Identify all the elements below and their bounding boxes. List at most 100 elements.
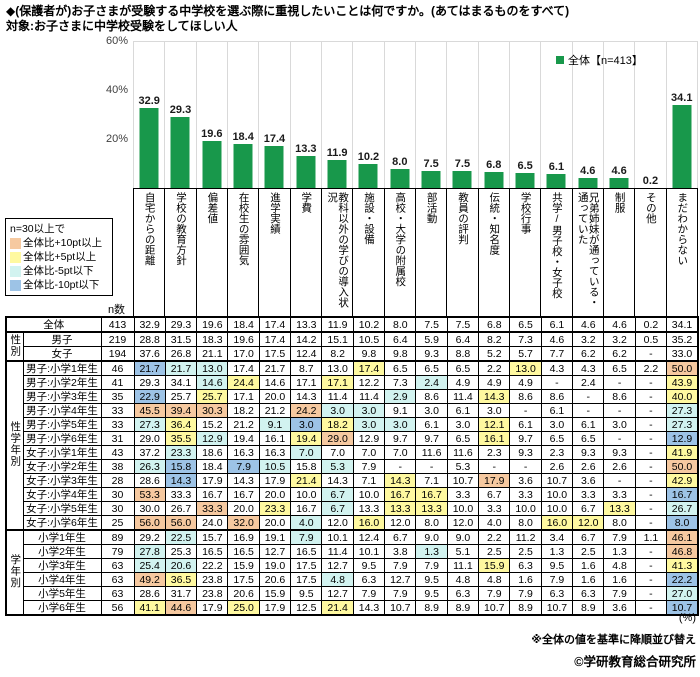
value-cell: 6.2 (603, 346, 636, 362)
value-cell: 17.5 (258, 346, 292, 362)
row-label: 小学4年生 (22, 572, 102, 587)
value-cell: 43.9 (666, 375, 699, 390)
value-cell: 8.9 (572, 600, 605, 616)
value-cell: 27.3 (666, 417, 699, 432)
chart-column: 13.3 (291, 42, 322, 189)
value-cell: 7.1 (415, 473, 448, 488)
threshold-label: 全体比-10pt以下 (23, 279, 100, 291)
category-label: 自宅からの距離 (134, 188, 166, 316)
y-axis-tick: 60% (105, 35, 128, 47)
value-cell: 8.9 (509, 600, 542, 616)
value-cell: 7.9 (384, 558, 417, 573)
group-label: 性学年別 (5, 360, 24, 531)
value-cell: 10.7 (540, 600, 574, 616)
category-label: 施設・設備 (353, 188, 385, 316)
bar-17 (672, 105, 692, 189)
value-cell: 12.0 (384, 515, 417, 531)
bar-value-label: 18.4 (232, 131, 254, 143)
value-cell: 8.2 (321, 346, 354, 362)
bar-value-label: 19.6 (201, 128, 223, 140)
n-count-cell: 63 (100, 558, 135, 573)
value-cell: - (634, 515, 668, 531)
value-cell: 21.7 (258, 360, 292, 376)
value-cell: 10.5 (352, 331, 386, 347)
value-cell: 7.9 (603, 586, 636, 601)
value-cell: 3.0 (478, 403, 511, 418)
chart-column: 6.1 (541, 42, 573, 189)
value-cell: 2.6 (540, 459, 574, 474)
row-label: 小学2年生 (22, 544, 102, 559)
value-cell: 1.3 (603, 544, 636, 559)
value-cell: 45.5 (133, 403, 166, 418)
value-cell: 11.6 (415, 445, 448, 460)
value-cell: 3.2 (603, 331, 636, 347)
value-cell: 7.5 (415, 316, 448, 333)
value-cell: 6.7 (321, 501, 354, 516)
n-count-header: n数 (107, 304, 126, 316)
threshold-legend-item: 全体比+10pt以上 (10, 236, 110, 250)
value-cell: 16.7 (415, 487, 448, 502)
value-cell: 5.3 (446, 459, 480, 474)
table-row: 男子:小学6年生 31 29.0 35.5 12.9 19.4 16.1 19.4 29.0 12… (6, 431, 699, 446)
value-cell: 34.1 (164, 375, 198, 390)
value-cell: 6.1 (572, 417, 605, 432)
value-cell: 13.0 (196, 360, 229, 376)
value-cell: 4.9 (446, 375, 480, 390)
value-cell: 1.6 (572, 558, 605, 573)
value-cell: 4.9 (509, 375, 542, 390)
value-cell: 3.0 (384, 417, 417, 432)
category-label: 伝統・知名度 (478, 188, 510, 316)
value-cell: 10.7 (446, 473, 480, 488)
value-cell: 36.4 (164, 417, 198, 432)
value-cell: 14.6 (196, 375, 229, 390)
bar-0 (139, 108, 159, 189)
table-row: 男子:小学5年生 33 27.3 36.4 15.2 21.2 9.1 3.0 18.2 3.0 3… (6, 417, 699, 432)
row-label: 男子:小学2年生 (22, 375, 102, 390)
value-cell: 21.2 (258, 403, 292, 418)
threshold-legend-heading: n=30以上で (10, 223, 66, 235)
value-cell: 5.1 (446, 544, 480, 559)
value-cell: 1.3 (415, 544, 448, 559)
value-cell: 22.5 (164, 529, 198, 545)
chart-column: 6.8 (479, 42, 510, 189)
row-label: 女子:小学5年生 (22, 501, 102, 516)
value-cell: 6.7 (572, 529, 605, 545)
value-cell: 8.0 (666, 515, 699, 531)
value-cell: 9.7 (384, 431, 417, 446)
value-cell: 7.9 (540, 572, 574, 587)
value-cell: 7.1 (352, 473, 386, 488)
value-cell: 18.6 (196, 445, 229, 460)
value-cell: 27.3 (133, 417, 166, 432)
value-cell: 21.4 (290, 473, 323, 488)
value-cell: 0.5 (634, 331, 668, 347)
value-cell: 32.0 (227, 515, 260, 531)
value-cell: 10.0 (540, 487, 574, 502)
value-cell: 50.0 (666, 459, 699, 474)
table-row: 小学6年生 56 41.1 44.6 17.9 25.0 17.9 12.5 21.4 14.3 1… (6, 600, 699, 616)
group-label-text: 性別 (9, 333, 22, 357)
value-cell: 18.4 (196, 459, 229, 474)
sort-note: ※全体の値を基準に降順並び替え (531, 634, 696, 646)
value-cell: 8.9 (415, 600, 448, 616)
row-label: 女子 (22, 346, 102, 362)
value-cell: 3.6 (603, 600, 636, 616)
value-cell: 24.4 (227, 375, 260, 390)
value-cell: 9.7 (509, 431, 542, 446)
value-cell: 3.0 (446, 417, 480, 432)
value-cell: - (603, 403, 636, 418)
value-cell: 15.1 (321, 331, 354, 347)
value-cell: 2.2 (478, 529, 511, 545)
value-cell: 23.3 (164, 445, 198, 460)
chart-column: 11.9 (322, 42, 354, 189)
value-cell: - (634, 445, 668, 460)
value-cell: 6.1 (415, 417, 448, 432)
value-cell: 35.5 (164, 431, 198, 446)
chart-column: 4.6 (604, 42, 636, 189)
value-cell: 9.7 (415, 431, 448, 446)
threshold-legend-item: 全体比-5pt以下 (10, 264, 110, 278)
value-cell: 6.5 (572, 431, 605, 446)
value-cell: 2.3 (540, 445, 574, 460)
category-label: 教科以外の学びの導入状況 (321, 188, 354, 316)
value-cell: - (634, 586, 668, 601)
value-cell: 27.8 (133, 544, 166, 559)
